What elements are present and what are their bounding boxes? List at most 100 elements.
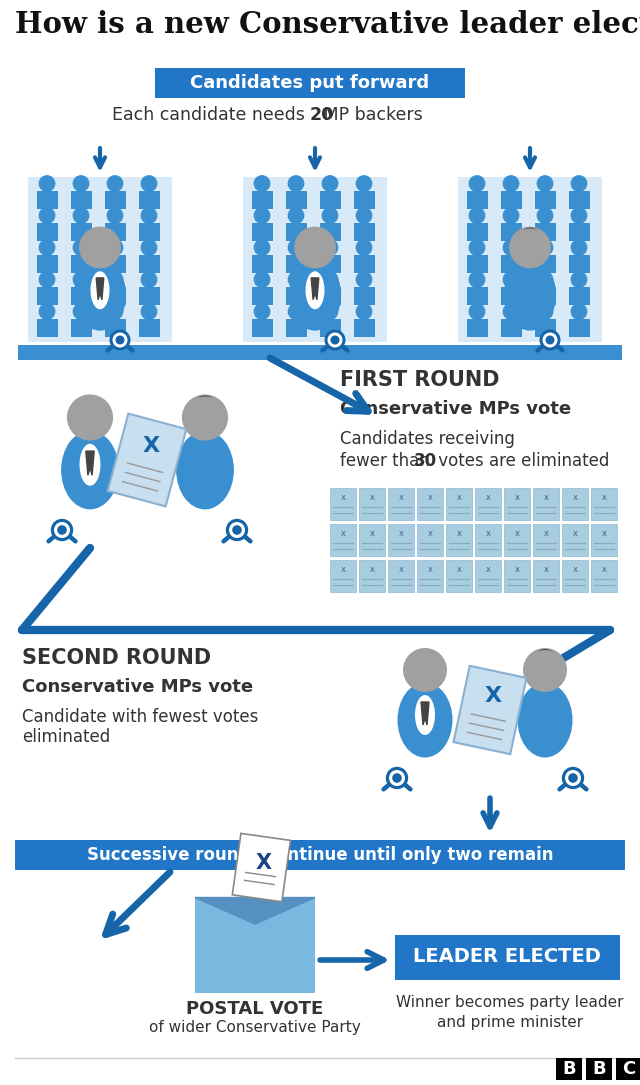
FancyBboxPatch shape (475, 524, 501, 556)
FancyBboxPatch shape (475, 488, 501, 520)
Circle shape (107, 207, 124, 224)
Circle shape (109, 330, 131, 350)
Circle shape (571, 175, 588, 192)
Circle shape (540, 330, 561, 350)
FancyBboxPatch shape (70, 286, 92, 305)
Text: eliminated: eliminated (22, 728, 110, 746)
FancyBboxPatch shape (36, 255, 58, 273)
FancyBboxPatch shape (70, 319, 92, 337)
Text: x: x (602, 493, 607, 502)
FancyBboxPatch shape (534, 319, 556, 337)
Circle shape (545, 335, 554, 345)
FancyBboxPatch shape (533, 488, 559, 520)
Circle shape (468, 271, 485, 288)
FancyBboxPatch shape (285, 286, 307, 305)
FancyBboxPatch shape (534, 191, 556, 209)
FancyBboxPatch shape (388, 488, 414, 520)
Ellipse shape (176, 431, 234, 509)
FancyBboxPatch shape (252, 191, 273, 209)
FancyBboxPatch shape (104, 191, 125, 209)
Circle shape (562, 767, 584, 789)
Text: FIRST ROUND: FIRST ROUND (340, 370, 499, 390)
Text: 20: 20 (310, 106, 334, 124)
Circle shape (386, 767, 408, 789)
FancyBboxPatch shape (446, 560, 472, 592)
Text: x: x (399, 529, 403, 538)
Circle shape (253, 303, 270, 320)
Text: X: X (142, 436, 159, 456)
Circle shape (287, 239, 305, 256)
Text: x: x (340, 565, 346, 574)
Ellipse shape (518, 682, 573, 757)
Text: Each candidate needs: Each candidate needs (111, 106, 310, 124)
FancyBboxPatch shape (568, 191, 589, 209)
Circle shape (568, 774, 578, 782)
Text: X: X (256, 853, 272, 873)
FancyBboxPatch shape (18, 345, 622, 360)
FancyBboxPatch shape (446, 488, 472, 520)
FancyBboxPatch shape (475, 560, 501, 592)
FancyBboxPatch shape (534, 286, 556, 305)
Text: and prime minister: and prime minister (437, 1014, 583, 1030)
FancyBboxPatch shape (616, 1058, 640, 1080)
Circle shape (232, 525, 242, 535)
Ellipse shape (289, 259, 341, 331)
FancyBboxPatch shape (586, 1058, 612, 1080)
Text: MP backers: MP backers (318, 106, 423, 124)
Circle shape (54, 522, 70, 538)
Ellipse shape (61, 431, 119, 509)
Text: Conservative MPs vote: Conservative MPs vote (22, 678, 253, 695)
Circle shape (356, 207, 372, 224)
FancyBboxPatch shape (330, 524, 356, 556)
Circle shape (226, 519, 248, 541)
Text: x: x (602, 565, 607, 574)
FancyBboxPatch shape (417, 488, 443, 520)
FancyBboxPatch shape (353, 222, 374, 241)
Circle shape (72, 207, 90, 224)
Circle shape (287, 303, 305, 320)
Text: Candidates put forward: Candidates put forward (191, 74, 429, 92)
FancyBboxPatch shape (195, 897, 315, 993)
Circle shape (51, 519, 73, 541)
Text: x: x (515, 493, 520, 502)
FancyBboxPatch shape (504, 560, 530, 592)
FancyBboxPatch shape (395, 935, 620, 980)
Circle shape (107, 303, 124, 320)
Circle shape (536, 271, 554, 288)
Circle shape (571, 303, 588, 320)
Text: x: x (573, 493, 577, 502)
Circle shape (107, 271, 124, 288)
FancyBboxPatch shape (467, 255, 488, 273)
FancyBboxPatch shape (533, 524, 559, 556)
Circle shape (322, 271, 339, 288)
Circle shape (294, 227, 336, 268)
FancyBboxPatch shape (504, 488, 530, 520)
Circle shape (253, 175, 270, 192)
FancyBboxPatch shape (330, 488, 356, 520)
FancyBboxPatch shape (500, 286, 522, 305)
Circle shape (356, 175, 372, 192)
FancyBboxPatch shape (568, 222, 589, 241)
Circle shape (141, 303, 157, 320)
Circle shape (571, 239, 588, 256)
Text: x: x (486, 565, 490, 574)
Text: Successive rounds continue until only two remain: Successive rounds continue until only tw… (87, 846, 553, 864)
Text: Conservative MPs vote: Conservative MPs vote (340, 400, 571, 418)
Circle shape (38, 175, 56, 192)
FancyBboxPatch shape (252, 255, 273, 273)
FancyBboxPatch shape (70, 255, 92, 273)
FancyBboxPatch shape (36, 319, 58, 337)
Circle shape (72, 271, 90, 288)
Ellipse shape (90, 271, 109, 309)
Circle shape (502, 239, 520, 256)
Circle shape (330, 335, 339, 345)
Text: x: x (456, 565, 461, 574)
Ellipse shape (74, 259, 126, 331)
Polygon shape (311, 278, 319, 299)
FancyBboxPatch shape (353, 319, 374, 337)
FancyBboxPatch shape (500, 191, 522, 209)
Circle shape (107, 239, 124, 256)
FancyBboxPatch shape (319, 222, 340, 241)
Ellipse shape (305, 271, 324, 309)
FancyBboxPatch shape (285, 191, 307, 209)
